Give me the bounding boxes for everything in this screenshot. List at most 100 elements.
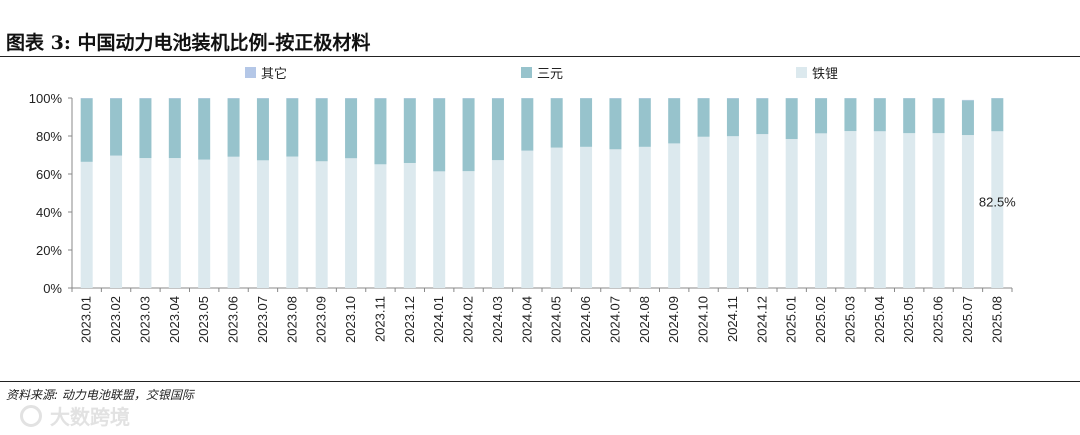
bar-segment-lfp [697,136,710,288]
bar-segment-ternary [315,98,328,162]
bar-segment-lfp [315,161,328,288]
legend-item-ternary: 三元 [521,61,563,83]
bar-segment-lfp [873,131,886,288]
bar-segment-ternary [844,98,857,132]
bar-segment-ternary [815,98,828,134]
bar-segment-ternary [139,98,152,159]
bar-segment-lfp [345,158,358,288]
bar-segment-lfp [668,143,681,288]
bar-segment-ternary [903,98,916,134]
bar-segment-lfp [374,164,387,288]
legend-swatch-lfp [796,66,807,78]
bar-segment-ternary [110,98,123,156]
bar-segment-ternary [198,98,211,160]
x-tick-label: 2023.10 [343,296,358,343]
legend-label-lfp: 铁锂 [812,66,839,82]
bar-segment-lfp [785,139,798,288]
legend-swatch-other [245,66,256,78]
bar-segment-lfp [198,159,211,288]
bar-segment-ternary [374,98,387,165]
x-tick-label: 2024.11 [725,296,740,342]
x-tick-label: 2023.07 [255,296,270,343]
x-tick-label: 2025.02 [813,296,828,343]
bar-segment-lfp [609,149,622,288]
x-tick-label: 2023.02 [108,296,123,343]
bar-segment-ternary [785,98,798,140]
bar-segment-lfp [638,146,651,288]
bar-segment-ternary [80,98,93,162]
x-tick-label: 2023.04 [167,296,182,343]
bar-segment-ternary [756,98,769,135]
watermark-logo-icon [20,404,42,427]
bar-segment-lfp [227,156,240,288]
x-tick-label: 2025.03 [842,296,857,343]
bar-segment-ternary [345,98,358,159]
bar-segment-ternary [403,98,416,163]
bar-segment-lfp [726,136,739,288]
bar-segment-lfp [903,133,916,288]
x-tick-label: 2025.05 [901,296,916,343]
y-tick-label: 20% [36,243,62,258]
legend-label-other: 其它 [261,66,288,82]
x-tick-label: 2024.02 [461,296,476,343]
watermark: 大数跨境 [20,401,130,430]
x-tick-label: 2024.01 [431,296,446,343]
x-tick-label: 2025.08 [989,296,1004,343]
bar-segment-ternary [462,98,475,172]
y-tick-label: 80% [36,129,62,144]
x-tick-label: 2024.12 [754,296,769,343]
bar-segment-lfp [961,135,974,288]
bar-segment-lfp [286,156,299,288]
bar-segment-lfp [580,146,593,288]
bar-segment-ternary [491,98,504,161]
x-tick-label: 2024.08 [637,296,652,343]
x-tick-label: 2025.04 [872,296,887,343]
bar-segment-lfp [932,133,945,288]
bar-segment-ternary [697,98,710,137]
bottom-rule [0,381,1080,382]
x-tick-label: 2024.05 [549,296,564,343]
x-tick-label: 2025.06 [931,296,946,343]
bar-segment-lfp [139,158,152,288]
y-tick-label: 60% [36,167,62,182]
bar-segment-lfp [110,155,123,288]
bar-segment-lfp [815,133,828,288]
data-label-2025-08: 82.5% [979,195,1016,210]
x-tick-label: 2023.08 [284,296,299,343]
bar-segment-lfp [991,131,1004,288]
legend-item-other: 其它 [245,61,287,83]
bar-segment-ternary [609,98,622,150]
x-tick-label: 2024.09 [666,296,681,343]
source-note: 资料来源: 动力电池联盟，交银国际 [6,388,194,402]
x-tick-label: 2023.12 [402,296,417,343]
y-tick-label: 40% [36,205,62,220]
x-tick-label: 2025.01 [784,296,799,343]
x-tick-label: 2024.07 [607,296,622,343]
bar-segment-lfp [256,160,269,288]
legend-label-ternary: 三元 [537,66,564,82]
watermark-text: 大数跨境 [50,405,130,429]
x-tick-label: 2025.07 [960,296,975,343]
bar-segment-lfp [756,134,769,288]
bar-segment-ternary [550,98,563,148]
legend-item-lfp: 铁锂 [796,61,838,83]
bar-segment-lfp [433,171,446,288]
legend-swatch-ternary [521,66,532,78]
bar-segment-ternary [521,98,534,151]
bar-segment-lfp [550,147,563,288]
bar-segment-ternary [433,98,446,172]
x-tick-label: 2023.06 [226,296,241,343]
bar-segment-lfp [521,150,534,288]
x-tick-label: 2024.06 [578,296,593,343]
bar-segment-ternary [227,98,240,157]
bar-segment-ternary [580,98,593,147]
bar-segment-ternary [991,98,1004,132]
top-rule [0,56,1080,57]
bar-segment-ternary [726,98,739,137]
bar-segment-ternary [932,98,945,134]
x-tick-label: 2023.01 [79,296,94,343]
bar-segment-lfp [80,161,93,288]
chart-title: 图表 3: 中国动力电池装机比例-按正极材料 [6,32,371,54]
bar-segment-ternary [256,98,269,161]
bar-segment-lfp [844,131,857,288]
